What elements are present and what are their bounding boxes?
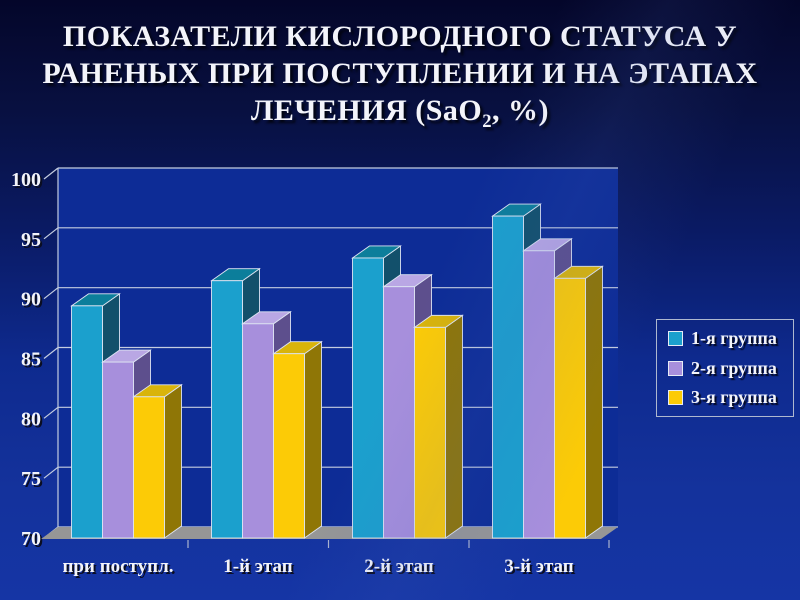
bar-2-1 [102, 361, 134, 539]
bar-3-2 [273, 353, 305, 539]
y-axis-label: 90 [23, 291, 43, 313]
y-axis-label: 70 [23, 530, 43, 552]
legend-item: 1-я группа [668, 328, 793, 349]
title-line-3-subscript: 2 [482, 111, 493, 132]
legend-item: 2-я группа [668, 358, 793, 379]
legend-swatch-1 [668, 331, 683, 347]
y-axis-label: 100 [13, 171, 43, 193]
x-axis-label: 3-й этап [504, 556, 574, 577]
bar-side-3-3 [445, 314, 463, 539]
plot-floor [41, 527, 618, 539]
bar-2-4 [523, 250, 555, 539]
x-axis-label: 2-й этап [366, 558, 436, 579]
y-tick [43, 347, 59, 359]
y-axis-label: 95 [21, 229, 41, 251]
y-tick [43, 406, 59, 419]
x-axis-label: 1-й этап [223, 556, 293, 577]
title-line-3-pre: ЛЕЧЕНИЯ (SaO [250, 94, 483, 127]
x-axis-label: 2-й этап [364, 556, 434, 577]
y-axis-label: 100 [11, 169, 41, 191]
title-line-3: ЛЕЧЕНИЯ (SaO2, %) [0, 92, 800, 140]
legend-label-3: 3-я группа [691, 386, 777, 407]
legend-swatch-3 [668, 389, 683, 405]
bar-3-4 [554, 277, 586, 539]
bar-side-3-1 [164, 383, 182, 539]
y-axis-label: 90 [21, 289, 41, 311]
title-line-1: ПОКАЗАТЕЛИ КИСЛОРОДНОГО СТАТУСА У [62, 20, 738, 53]
x-axis-label: 1-й этап [225, 558, 295, 579]
bar-1-3 [352, 257, 384, 539]
y-tick [43, 466, 59, 479]
x-axis-label: при поступл. [64, 558, 175, 579]
x-axis-label: 3-й этап [506, 558, 576, 579]
x-axis-label: при поступл. [62, 556, 173, 577]
bar-1-4 [492, 215, 524, 539]
slide-title: ПОКАЗАТЕЛИ КИСЛОРОДНОГО СТАТУСА У РАНЕНЫ… [0, 18, 800, 140]
y-axis-label: 80 [23, 410, 43, 432]
bar-2-2 [242, 323, 274, 539]
y-tick [43, 287, 59, 300]
bar-2-3 [383, 286, 415, 539]
y-axis-label: 75 [23, 470, 43, 492]
y-axis-label: 80 [21, 408, 41, 430]
y-tick [43, 167, 59, 180]
bar-1-2 [211, 280, 243, 539]
legend-label-1: 1-я группа [691, 328, 777, 349]
y-axis-label: 95 [23, 231, 43, 253]
y-axis-label: 85 [21, 349, 41, 371]
bar-1-1 [71, 305, 103, 539]
title-line-2: РАНЕНЫХ ПРИ ПОСТУПЛЕНИИ И НА ЭТАПАХ [42, 57, 758, 90]
legend-swatch-2 [668, 360, 683, 376]
chart-legend: 1-я группа 2-я группа 3-я группа [656, 319, 794, 417]
legend-item: 3-я группа [668, 387, 793, 408]
bar-3-1 [133, 396, 165, 539]
y-tick [43, 227, 59, 240]
y-axis-label: 75 [21, 468, 41, 490]
bar-side-3-4 [585, 265, 603, 539]
title-line-3-post: , %) [492, 94, 550, 127]
legend-label-2: 2-я группа [691, 357, 777, 378]
y-axis-label: 70 [21, 528, 41, 550]
bar-side-3-2 [304, 340, 322, 539]
y-axis-label: 85 [23, 351, 43, 373]
bar-3-3 [414, 326, 446, 539]
